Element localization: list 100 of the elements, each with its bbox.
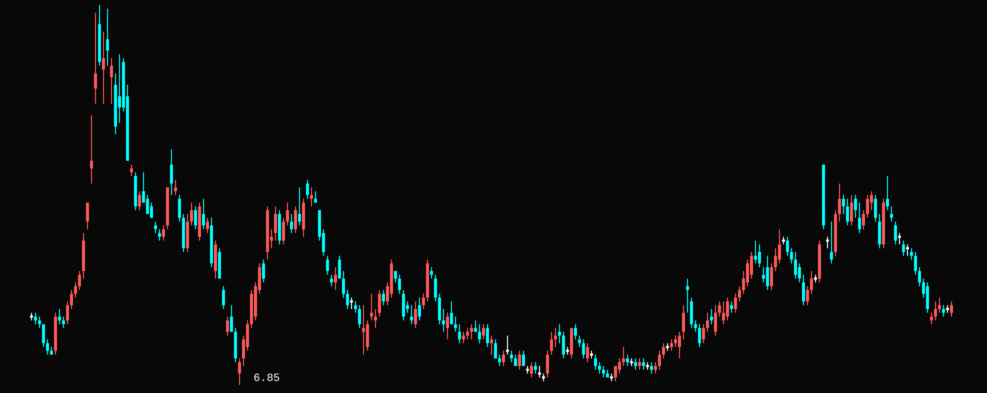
candlestick (642, 358, 645, 370)
candlestick (310, 186, 313, 207)
candlestick (790, 248, 793, 264)
candlestick (726, 297, 729, 321)
candlestick (290, 214, 293, 234)
candlestick (346, 290, 349, 310)
candlestick (918, 266, 921, 287)
candlestick (358, 304, 361, 328)
candlestick (870, 190, 873, 211)
candlestick (798, 262, 801, 283)
candlestick (102, 31, 105, 104)
candlestick (702, 324, 705, 344)
candlestick (706, 312, 709, 332)
candlestick (786, 236, 789, 256)
candlestick (298, 186, 301, 226)
candlestick (698, 324, 701, 348)
candlestick (534, 362, 537, 374)
candlestick (434, 274, 437, 302)
candlestick (118, 54, 121, 124)
candlestick (682, 304, 685, 340)
candlestick (306, 179, 309, 200)
candlestick (874, 194, 877, 222)
candlestick (150, 202, 153, 218)
candlestick (354, 300, 357, 314)
candlestick (34, 312, 37, 325)
candlestick (830, 221, 833, 264)
candlestick (374, 308, 377, 328)
candlestick (710, 308, 713, 325)
candlestick (614, 366, 617, 382)
candlestick (942, 304, 945, 318)
candlestick (650, 362, 653, 374)
candlestick (222, 286, 225, 310)
candlestick (162, 224, 165, 242)
candlestick (62, 316, 65, 328)
candlestick (46, 338, 49, 356)
candlestick (330, 274, 333, 287)
candlestick (902, 240, 905, 256)
candlestick (130, 164, 133, 176)
candlestick (178, 194, 181, 222)
candlestick (378, 290, 381, 318)
candlestick (626, 354, 629, 366)
candlestick (662, 342, 665, 359)
candlestick (638, 358, 641, 370)
candlestick (838, 183, 841, 222)
candlestick (366, 320, 369, 352)
candlestick (678, 331, 681, 359)
candlestick (490, 335, 493, 356)
candlestick (914, 252, 917, 276)
candlestick (482, 324, 485, 340)
candlestick (262, 259, 265, 283)
candlestick (854, 194, 857, 218)
candlestick (502, 350, 505, 366)
candlestick (530, 362, 533, 378)
candlestick (462, 331, 465, 344)
candlestick (194, 206, 197, 230)
candlestick (382, 290, 385, 306)
candlestick (826, 236, 829, 249)
candlestick (450, 300, 453, 325)
candlestick (402, 290, 405, 321)
candlestick (694, 320, 697, 332)
candlestick (654, 362, 657, 374)
candlestick (602, 366, 605, 378)
candlestick (498, 354, 501, 366)
candlestick (934, 300, 937, 321)
candlestick (766, 255, 769, 290)
candlestick (478, 324, 481, 344)
candlestick (138, 190, 141, 211)
candlestick (174, 179, 177, 196)
candlestick (282, 217, 285, 245)
annotation: 6.85 (254, 373, 280, 385)
candlestick (906, 244, 909, 256)
candlestick (466, 328, 469, 340)
candlestick (190, 202, 193, 226)
candlestick (562, 331, 565, 359)
candlestick (538, 366, 541, 378)
candlestick (86, 202, 89, 230)
candlestick (418, 297, 421, 321)
candlestick (886, 176, 889, 211)
candlestick (350, 297, 353, 310)
candlestick (294, 206, 297, 234)
candlestick (758, 244, 761, 268)
candlestick (598, 362, 601, 374)
candlestick (950, 300, 953, 318)
candlestick (338, 255, 341, 280)
candlestick (730, 300, 733, 314)
candlestick (286, 202, 289, 226)
candlestick (554, 328, 557, 348)
candlestick (458, 324, 461, 344)
candlestick (206, 217, 209, 234)
candlestick (750, 252, 753, 280)
candlestick (770, 262, 773, 290)
candlestick (454, 316, 457, 332)
candlestick (582, 338, 585, 359)
candlestick (866, 194, 869, 218)
candlestick (170, 148, 173, 196)
candlestick (734, 293, 737, 314)
candlestick (546, 350, 549, 378)
candlestick (686, 278, 689, 314)
candlestick (738, 286, 741, 302)
candlestick (926, 282, 929, 314)
